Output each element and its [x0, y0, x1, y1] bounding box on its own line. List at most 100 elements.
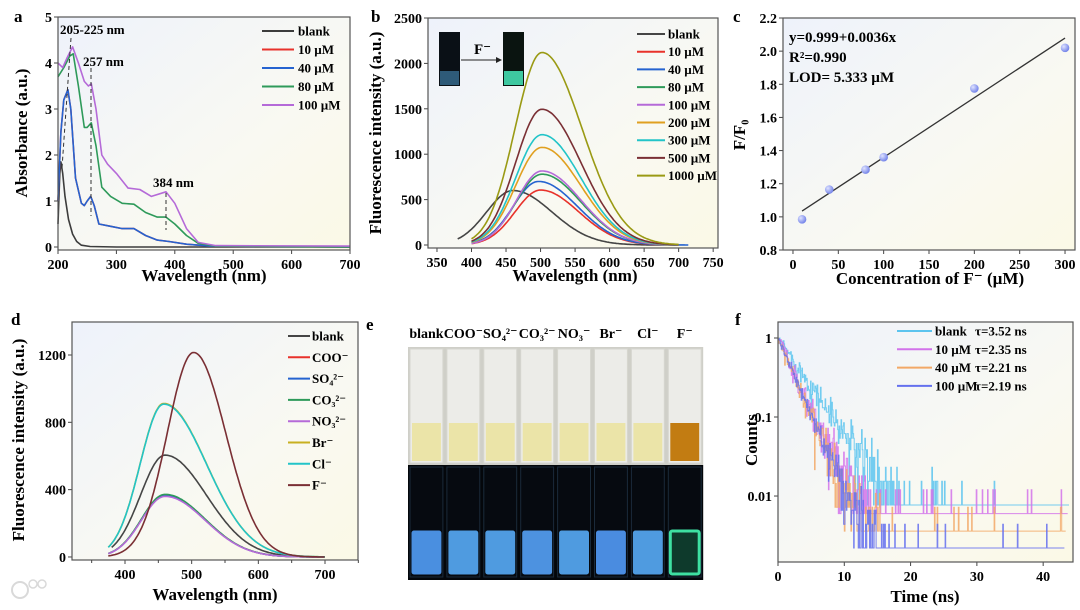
- c-y-tick-label: 2.0: [760, 45, 778, 60]
- f-plot-marks: [778, 337, 1069, 549]
- b-inset-cuvettes: F⁻: [439, 32, 524, 86]
- cuvette-label: Br⁻: [599, 327, 622, 342]
- d-legend-label: Br⁻: [312, 435, 333, 450]
- b-x-tick-label: 400: [461, 256, 482, 271]
- b-legend-label: 80 µM: [668, 80, 704, 95]
- b-series-line: [471, 108, 679, 246]
- d-x-tick-label: 500: [181, 568, 202, 583]
- dashed-guide-205-225: [61, 37, 72, 169]
- b-x-tick-label: 350: [426, 256, 447, 271]
- cuvette-label: SO₄²⁻: [483, 327, 517, 342]
- b-y-tick-label: 1000: [394, 148, 422, 163]
- b-plot-frame: [427, 17, 719, 249]
- uv-cuvette-liquid: [632, 530, 663, 575]
- f-legend-label: 40 µM: [935, 360, 971, 375]
- f-legend-lifetime: τ=2.21 ns: [975, 360, 1027, 375]
- c-lod: LOD= 5.333 µM: [789, 70, 894, 86]
- panel-d-selectivity: 400 500 600 700 0 400 800 1200 blank COO⁻ SO₄²⁻ CO₃…: [38, 321, 359, 583]
- c-data-point: [861, 165, 870, 174]
- a-x-tick-label: 700: [340, 258, 361, 273]
- uv-cuvette-liquid: [448, 530, 479, 575]
- c-y-tick-label: 1.2: [760, 178, 778, 193]
- b-legend-label: 100 µM: [668, 97, 711, 112]
- b-y-axis-title: Fluorescence intensity (a.u.): [366, 32, 385, 235]
- f-x-axis-title: Time (ns): [890, 587, 959, 606]
- b-y-tick-label: 0: [415, 239, 422, 254]
- c-r-squared: R²=0.990: [789, 50, 847, 66]
- d-legend-label: COO⁻: [312, 350, 348, 365]
- f-y-tick-label: 0.01: [748, 490, 773, 505]
- f-plot-frame: [777, 321, 1074, 563]
- panel-b-fluorescence-titration: 350 400 450 500 550 600 650 700 750 0 500 1000 1500 2…: [394, 12, 724, 271]
- inset-cuvette-after-liquid: [504, 71, 523, 85]
- c-x-tick-label: 50: [831, 258, 845, 273]
- d-y-tick-label: 0: [59, 551, 66, 566]
- c-fit-line: [801, 37, 1066, 212]
- a-y-axis-title: Absorbance (a.u.): [12, 69, 31, 198]
- a-legend-label: 10 µM: [298, 42, 334, 57]
- b-y-tick-label: 1500: [394, 103, 422, 118]
- a-x-tick-label: 200: [48, 258, 69, 273]
- b-x-axis-title: Wavelength (nm): [512, 266, 637, 285]
- b-plot-area: [428, 18, 718, 248]
- b-x-tick-label: 550: [565, 256, 586, 271]
- c-x-tick-label: 250: [1009, 258, 1030, 273]
- d-series-line: [108, 495, 325, 558]
- c-plot-marks: [797, 37, 1070, 224]
- a-plot-frame: [57, 16, 351, 251]
- a-series-line: [57, 161, 350, 248]
- b-legend-label: 500 µM: [668, 150, 711, 165]
- c-y-tick-label: 1.8: [760, 78, 778, 93]
- uv-cuvette-liquid: [559, 530, 589, 575]
- f-legend-label: 100 µM: [935, 378, 978, 393]
- uv-cuvette-liquid: [596, 530, 626, 575]
- cuvette-label: NO₃⁻: [558, 327, 591, 342]
- b-legend-label: 40 µM: [668, 62, 704, 77]
- a-legend-label: blank: [298, 24, 331, 39]
- f-x-tick-label: 10: [837, 570, 851, 585]
- d-legend-label: Cl⁻: [312, 456, 332, 471]
- b-legend-label: 10 µM: [668, 44, 704, 59]
- d-x-tick-label: 700: [315, 568, 336, 583]
- b-x-tick-label: 650: [634, 256, 655, 271]
- panel-label-d: d: [11, 310, 21, 329]
- panel-label-c: c: [733, 7, 741, 26]
- b-y-tick-label: 500: [401, 194, 422, 209]
- d-y-tick-label: 800: [45, 416, 66, 431]
- watermark-logo: [11, 579, 47, 599]
- c-data-point: [824, 185, 834, 194]
- d-series-line: [108, 351, 325, 558]
- f-decay-trace: [778, 337, 1069, 506]
- a-x-tick-label: 600: [281, 258, 302, 273]
- a-y-tick-label: 5: [45, 11, 52, 26]
- d-legend-label: NO₃²⁻: [312, 414, 346, 429]
- b-x-tick-label: 750: [703, 256, 724, 271]
- daylight-cuvette-liquid: [596, 423, 626, 461]
- b-y-tick-label: 2000: [394, 57, 422, 72]
- uv-cuvette-liquid: [485, 530, 516, 575]
- d-plot-marks: [107, 351, 325, 558]
- b-series-line: [471, 51, 679, 246]
- b-x-tick-label: 500: [530, 256, 551, 271]
- f-legend-lifetime: τ=2.35 ns: [975, 342, 1027, 357]
- a-y-tick-label: 4: [45, 57, 52, 72]
- d-legend-label: F⁻: [312, 478, 327, 493]
- daylight-cuvette-liquid: [559, 423, 589, 461]
- a-annotations: 205-225 nm 257 nm 384 nm: [60, 22, 194, 230]
- daylight-cuvette-liquid: [412, 423, 441, 461]
- b-x-tick-label: 700: [668, 256, 689, 271]
- c-y-tick-label: 0.8: [760, 244, 778, 259]
- uv-cuvette-liquid: [668, 529, 701, 576]
- c-y-tick-label: 1.4: [760, 145, 778, 160]
- c-y-tick-label: 2.2: [760, 12, 778, 27]
- a-series-line: [57, 46, 351, 247]
- d-legend-label: CO₃²⁻: [312, 392, 346, 407]
- f-legend-lifetime: τ=3.52 ns: [975, 324, 1027, 339]
- d-x-axis-title: Wavelength (nm): [152, 585, 277, 604]
- panel-f-lifetime-decay: 0 10 20 30 40 1 0.1 0.01 blank τ=3.52 ns 10 µM τ=2.…: [748, 321, 1074, 585]
- panel-label-b: b: [371, 7, 380, 26]
- a-x-tick-label: 400: [164, 258, 185, 273]
- inset-fluoride-label: F⁻: [474, 42, 491, 58]
- a-legend-label: 100 µM: [298, 98, 341, 113]
- panel-c-linear-fit: 0 50 100 150 200 250 300 0.8 1.0 1.2 1.4 1.6 1.8 2.0 2…: [760, 12, 1076, 273]
